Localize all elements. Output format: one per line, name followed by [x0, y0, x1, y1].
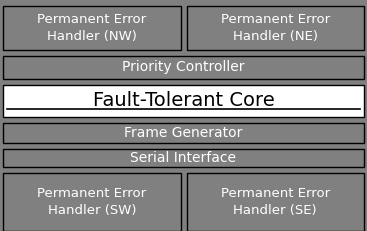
Bar — [3, 85, 364, 117]
Bar — [3, 56, 364, 79]
Bar — [3, 173, 181, 231]
Bar — [186, 6, 364, 50]
Bar — [186, 173, 364, 231]
Text: Permanent Error
Handler (NE): Permanent Error Handler (NE) — [221, 13, 330, 43]
Text: Permanent Error
Handler (NW): Permanent Error Handler (NW) — [37, 13, 146, 43]
Text: Frame Generator: Frame Generator — [124, 126, 243, 140]
Text: Serial Interface: Serial Interface — [131, 151, 236, 165]
Text: Priority Controller: Priority Controller — [122, 60, 245, 74]
Text: Permanent Error
Handler (SE): Permanent Error Handler (SE) — [221, 187, 330, 217]
Text: Permanent Error
Handler (SW): Permanent Error Handler (SW) — [37, 187, 146, 217]
Bar — [3, 123, 364, 143]
Bar — [3, 6, 181, 50]
Bar — [3, 149, 364, 167]
Text: Fault-Tolerant Core: Fault-Tolerant Core — [92, 91, 275, 110]
